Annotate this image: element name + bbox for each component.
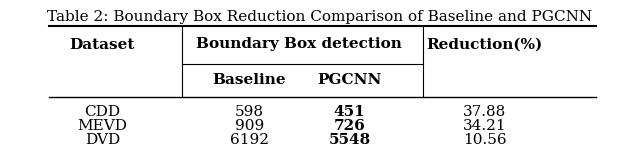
Text: 598: 598	[235, 105, 264, 119]
Text: Reduction(%): Reduction(%)	[426, 38, 543, 52]
Text: Table 2: Boundary Box Reduction Comparison of Baseline and PGCNN: Table 2: Boundary Box Reduction Comparis…	[47, 10, 593, 24]
Text: 10.56: 10.56	[463, 133, 506, 147]
Text: Boundary Box detection: Boundary Box detection	[196, 37, 403, 51]
Text: 6192: 6192	[230, 133, 269, 147]
Text: DVD: DVD	[84, 133, 120, 147]
Text: MEVD: MEVD	[77, 119, 127, 133]
Text: Baseline: Baseline	[212, 73, 286, 87]
Text: 726: 726	[333, 119, 365, 133]
Text: PGCNN: PGCNN	[317, 73, 381, 87]
Text: 451: 451	[333, 105, 365, 119]
Text: CDD: CDD	[84, 105, 120, 119]
Text: Dataset: Dataset	[70, 38, 135, 52]
Text: 37.88: 37.88	[463, 105, 506, 119]
Text: 34.21: 34.21	[463, 119, 506, 133]
Text: 909: 909	[235, 119, 264, 133]
Text: 5548: 5548	[328, 133, 371, 147]
